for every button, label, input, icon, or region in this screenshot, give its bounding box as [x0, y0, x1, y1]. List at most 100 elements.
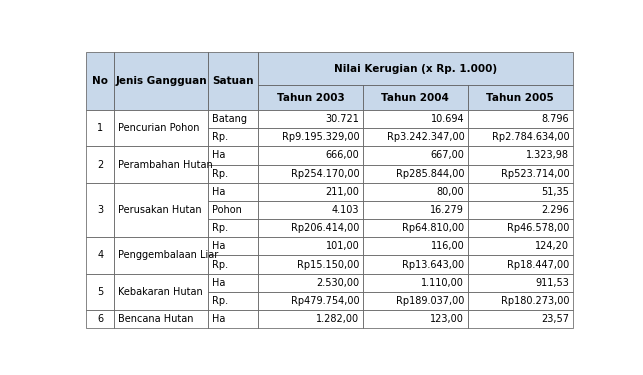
- Text: Rp18.447,00: Rp18.447,00: [507, 260, 569, 270]
- Bar: [468, 237, 573, 255]
- Bar: [114, 146, 208, 183]
- Text: 2.296: 2.296: [541, 205, 569, 215]
- Bar: [468, 310, 573, 328]
- Bar: [208, 255, 258, 274]
- Text: 124,20: 124,20: [535, 242, 569, 251]
- Text: 4.103: 4.103: [332, 205, 359, 215]
- Text: 80,00: 80,00: [437, 187, 464, 197]
- Bar: [114, 183, 208, 237]
- Text: 911,53: 911,53: [536, 278, 569, 288]
- Text: Pohon: Pohon: [212, 205, 242, 215]
- Bar: [363, 292, 468, 310]
- Text: Batang: Batang: [212, 114, 247, 124]
- Bar: [258, 255, 363, 274]
- Bar: [86, 183, 114, 237]
- Text: Tahun 2004: Tahun 2004: [381, 93, 449, 103]
- Bar: [114, 52, 208, 110]
- Text: Ha: Ha: [212, 314, 225, 324]
- Text: Kebakaran Hutan: Kebakaran Hutan: [118, 287, 203, 297]
- Text: 23,57: 23,57: [541, 314, 569, 324]
- Bar: [258, 165, 363, 183]
- Bar: [468, 110, 573, 128]
- Bar: [114, 237, 208, 274]
- Text: 1.110,00: 1.110,00: [421, 278, 464, 288]
- Text: Rp523.714,00: Rp523.714,00: [501, 169, 569, 178]
- Bar: [258, 52, 573, 86]
- Bar: [363, 110, 468, 128]
- Text: Rp9.195.329,00: Rp9.195.329,00: [282, 132, 359, 142]
- Text: 30.721: 30.721: [325, 114, 359, 124]
- Text: 51,35: 51,35: [541, 187, 569, 197]
- Bar: [363, 165, 468, 183]
- Bar: [208, 110, 258, 128]
- Bar: [363, 219, 468, 237]
- Text: 2: 2: [97, 159, 104, 170]
- Text: Ha: Ha: [212, 242, 225, 251]
- Text: 10.694: 10.694: [431, 114, 464, 124]
- Text: 3: 3: [97, 205, 104, 215]
- Text: 5: 5: [97, 287, 104, 297]
- Text: Ha: Ha: [212, 187, 225, 197]
- Bar: [258, 86, 363, 110]
- Bar: [363, 274, 468, 292]
- Text: 667,00: 667,00: [430, 150, 464, 160]
- Bar: [86, 110, 114, 146]
- Bar: [258, 219, 363, 237]
- Bar: [208, 165, 258, 183]
- Text: Tahun 2003: Tahun 2003: [276, 93, 344, 103]
- Text: 1.282,00: 1.282,00: [316, 314, 359, 324]
- Text: Rp13.643,00: Rp13.643,00: [402, 260, 464, 270]
- Text: Rp.: Rp.: [212, 132, 228, 142]
- Bar: [468, 201, 573, 219]
- Text: Rp479.754,00: Rp479.754,00: [291, 296, 359, 306]
- Bar: [258, 183, 363, 201]
- Bar: [363, 310, 468, 328]
- Bar: [258, 310, 363, 328]
- Text: 101,00: 101,00: [325, 242, 359, 251]
- Bar: [86, 310, 114, 328]
- Bar: [208, 201, 258, 219]
- Bar: [363, 128, 468, 146]
- Bar: [208, 128, 258, 146]
- Bar: [468, 255, 573, 274]
- Bar: [468, 183, 573, 201]
- Text: Nilai Kerugian (x Rp. 1.000): Nilai Kerugian (x Rp. 1.000): [334, 64, 497, 74]
- Text: Perambahan Hutan: Perambahan Hutan: [118, 159, 213, 170]
- Text: Rp.: Rp.: [212, 223, 228, 233]
- Bar: [114, 310, 208, 328]
- Bar: [208, 52, 258, 110]
- Text: Rp64.810,00: Rp64.810,00: [402, 223, 464, 233]
- Bar: [208, 183, 258, 201]
- Bar: [468, 165, 573, 183]
- Text: Tahun 2005: Tahun 2005: [486, 93, 554, 103]
- Bar: [468, 274, 573, 292]
- Bar: [468, 292, 573, 310]
- Text: Bencana Hutan: Bencana Hutan: [118, 314, 194, 324]
- Bar: [86, 52, 114, 110]
- Text: Perusakan Hutan: Perusakan Hutan: [118, 205, 201, 215]
- Bar: [208, 310, 258, 328]
- Text: Rp.: Rp.: [212, 296, 228, 306]
- Text: Rp3.242.347,00: Rp3.242.347,00: [386, 132, 464, 142]
- Bar: [468, 86, 573, 110]
- Bar: [208, 292, 258, 310]
- Text: 1: 1: [97, 123, 104, 133]
- Text: Rp15.150,00: Rp15.150,00: [297, 260, 359, 270]
- Bar: [363, 237, 468, 255]
- Bar: [363, 201, 468, 219]
- Text: No: No: [93, 76, 108, 86]
- Text: 211,00: 211,00: [325, 187, 359, 197]
- Text: 6: 6: [97, 314, 104, 324]
- Bar: [258, 201, 363, 219]
- Text: Satuan: Satuan: [212, 76, 254, 86]
- Text: Rp180.273,00: Rp180.273,00: [501, 296, 569, 306]
- Text: 116,00: 116,00: [431, 242, 464, 251]
- Bar: [258, 146, 363, 165]
- Text: Rp46.578,00: Rp46.578,00: [507, 223, 569, 233]
- Bar: [363, 183, 468, 201]
- Text: Rp189.037,00: Rp189.037,00: [396, 296, 464, 306]
- Text: Ha: Ha: [212, 150, 225, 160]
- Text: 1.323,98: 1.323,98: [526, 150, 569, 160]
- Bar: [86, 146, 114, 183]
- Bar: [208, 274, 258, 292]
